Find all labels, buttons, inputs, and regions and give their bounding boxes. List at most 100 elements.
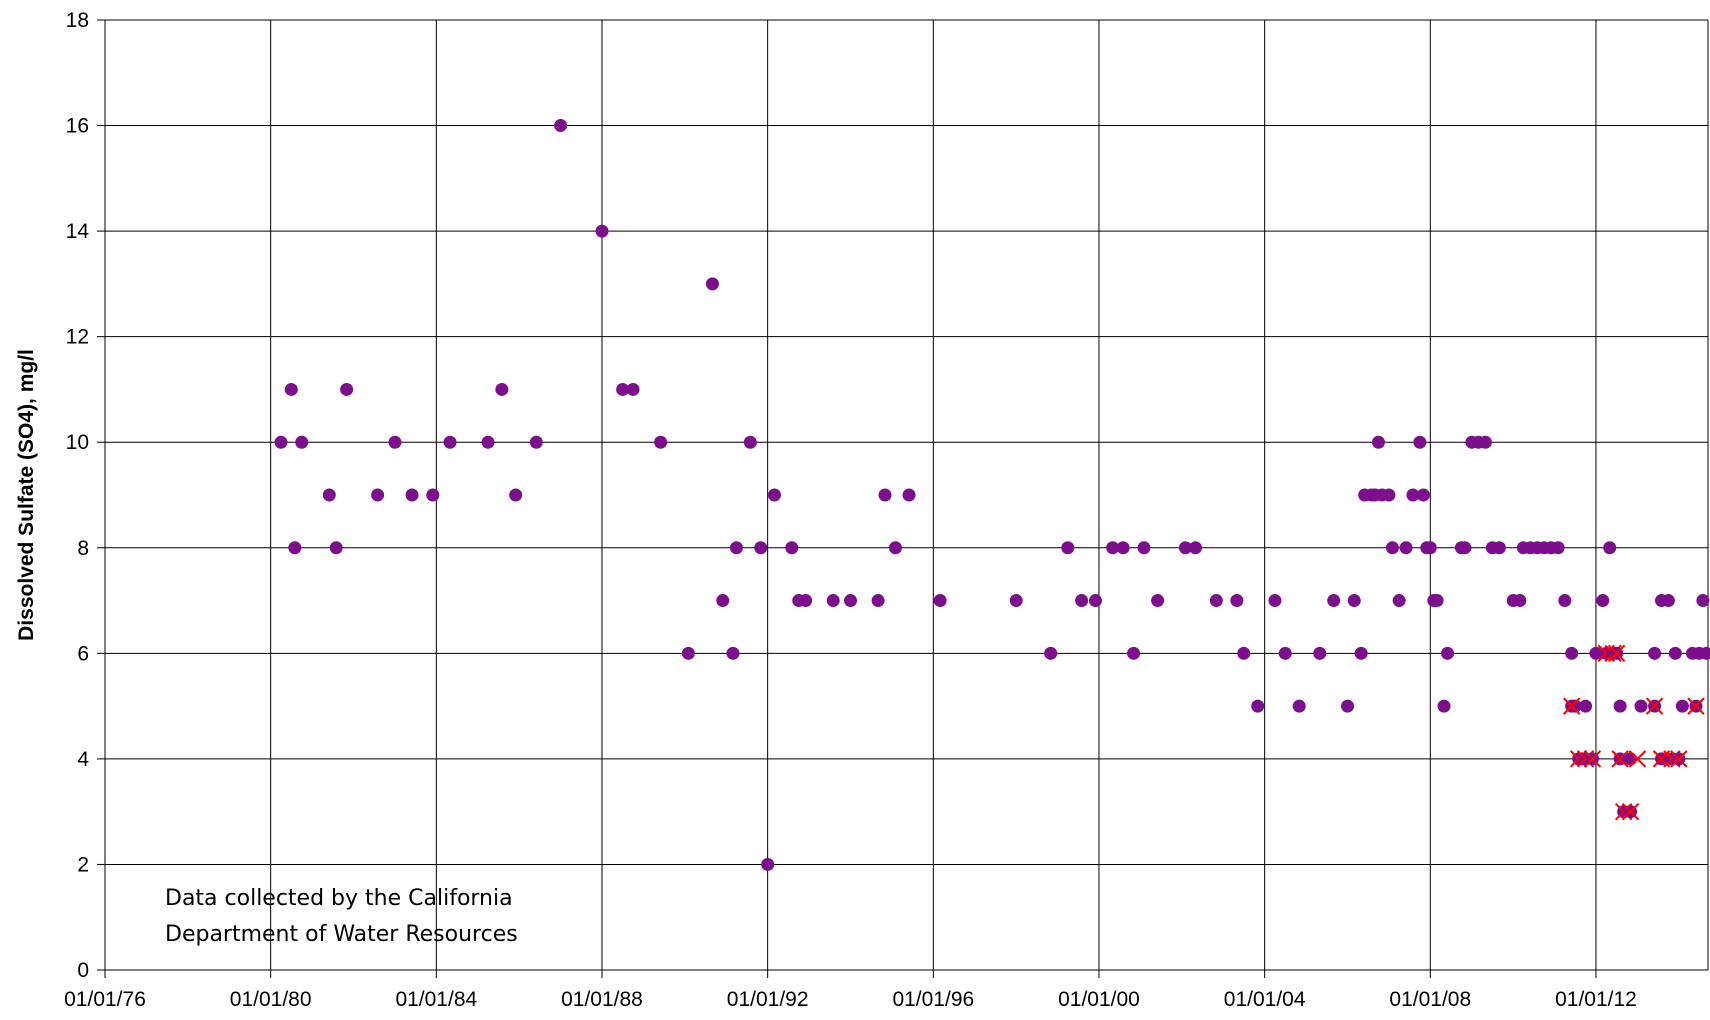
- data-point: [443, 435, 457, 449]
- flag-x-mark: [1621, 802, 1640, 821]
- annotation-line-1: Data collected by the California: [165, 886, 513, 911]
- data-point: [1565, 646, 1579, 660]
- data-point: [295, 435, 309, 449]
- data-point: [1399, 541, 1413, 555]
- data-point: [1327, 594, 1341, 608]
- data-point: [1106, 541, 1120, 555]
- x-tick-label: 01/01/76: [64, 988, 146, 1011]
- data-point: [1268, 594, 1282, 608]
- data-point: [1696, 594, 1710, 608]
- data-point: [1347, 594, 1361, 608]
- flag-x-mark: [1645, 697, 1664, 715]
- data-point: [1589, 646, 1603, 660]
- data-point: [1075, 594, 1089, 608]
- data-point: [1579, 699, 1593, 713]
- flag-x-mark: [1562, 697, 1581, 715]
- data-point: [716, 594, 730, 608]
- data-point: [1416, 488, 1430, 502]
- x-tick-label: 01/01/88: [561, 988, 643, 1011]
- flag-x-mark: [1607, 644, 1626, 663]
- data-point: [481, 435, 495, 449]
- data-point: [1354, 646, 1368, 660]
- flag-x-mark: [1628, 750, 1647, 768]
- data-point: [1127, 646, 1141, 660]
- data-point: [826, 594, 840, 608]
- x-tick-label: 01/01/12: [1555, 988, 1637, 1011]
- y-tick-label: 14: [66, 220, 90, 243]
- data-point: [1009, 594, 1023, 608]
- data-point: [284, 382, 298, 396]
- data-point: [274, 435, 288, 449]
- data-point: [626, 382, 640, 396]
- y-tick-label: 0: [77, 959, 89, 982]
- data-point: [322, 488, 336, 502]
- data-point: [1137, 541, 1151, 555]
- data-point: [902, 488, 916, 502]
- data-point: [1437, 699, 1451, 713]
- data-point: [871, 594, 885, 608]
- data-point: [1292, 699, 1306, 713]
- data-point: [726, 646, 740, 660]
- data-point: [681, 646, 695, 660]
- data-point: [1341, 699, 1355, 713]
- data-point: [1558, 594, 1572, 608]
- x-tick-label: 01/01/04: [1224, 988, 1306, 1011]
- x-tick-label: 01/01/96: [892, 988, 974, 1011]
- data-point: [1551, 541, 1565, 555]
- data-point: [495, 382, 509, 396]
- data-point: [799, 594, 813, 608]
- data-point: [1116, 541, 1130, 555]
- y-tick-label: 2: [77, 853, 89, 876]
- y-axis-label: Dissolved Sulfate (SO4), mg/l: [15, 349, 38, 641]
- data-point: [1613, 699, 1627, 713]
- data-point: [705, 277, 719, 291]
- data-point: [1385, 541, 1399, 555]
- data-point: [1413, 435, 1427, 449]
- flag-x-mark: [1583, 750, 1602, 768]
- data-point: [340, 382, 354, 396]
- data-point: [1151, 594, 1165, 608]
- data-point: [1675, 699, 1689, 713]
- data-point: [743, 435, 757, 449]
- data-point: [1492, 541, 1506, 555]
- x-tick-label: 01/01/08: [1389, 988, 1471, 1011]
- data-point: [1178, 541, 1192, 555]
- data-point: [1596, 594, 1610, 608]
- y-tick-label: 6: [77, 642, 89, 665]
- data-points: [274, 119, 1710, 871]
- y-tick-label: 10: [66, 431, 89, 454]
- x-tick-label: 01/01/84: [395, 988, 477, 1011]
- data-point: [616, 382, 630, 396]
- data-point: [754, 541, 768, 555]
- data-point: [1648, 646, 1662, 660]
- data-point: [761, 857, 775, 871]
- data-point: [1251, 699, 1265, 713]
- data-point: [509, 488, 523, 502]
- data-point: [933, 594, 947, 608]
- flag-x-mark: [1687, 697, 1705, 715]
- data-point: [1188, 541, 1202, 555]
- data-point: [654, 435, 668, 449]
- data-point: [554, 119, 568, 133]
- x-tick-label: 01/01/80: [230, 988, 312, 1011]
- data-point: [405, 488, 419, 502]
- data-point: [785, 541, 799, 555]
- data-point: [1441, 646, 1455, 660]
- data-point: [1668, 646, 1682, 660]
- data-point: [388, 435, 402, 449]
- data-point: [1382, 488, 1396, 502]
- data-point: [1430, 594, 1444, 608]
- data-point: [1044, 646, 1058, 660]
- data-point: [329, 541, 343, 555]
- y-tick-label: 16: [66, 115, 89, 138]
- data-point: [1230, 594, 1244, 608]
- x-tick-label: 01/01/00: [1058, 988, 1140, 1011]
- data-point: [1209, 594, 1223, 608]
- data-point: [529, 435, 543, 449]
- data-point: [1392, 594, 1406, 608]
- data-point: [1406, 488, 1420, 502]
- y-tick-label: 12: [66, 326, 89, 349]
- data-point: [767, 488, 781, 502]
- data-point: [1371, 435, 1385, 449]
